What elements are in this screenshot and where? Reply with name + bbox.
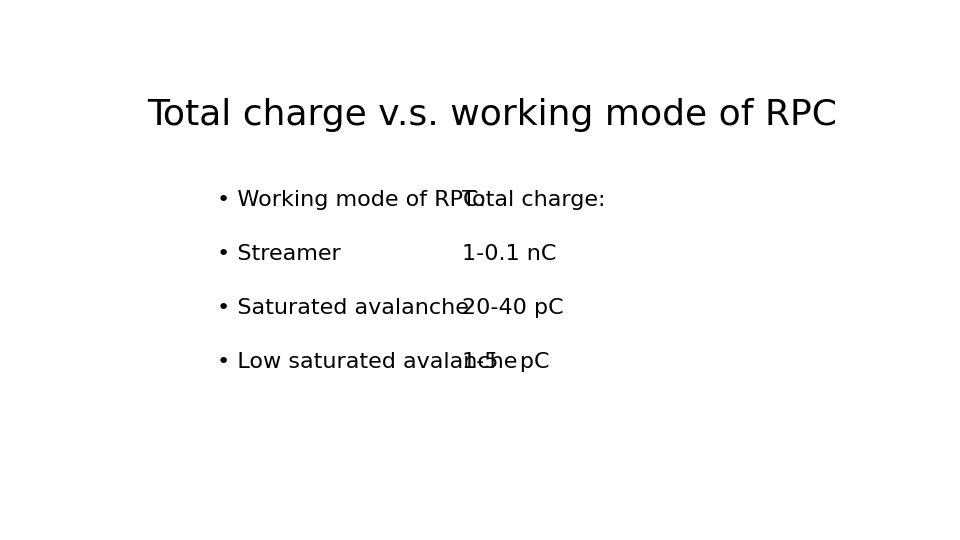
Text: Total charge v.s. working mode of RPC: Total charge v.s. working mode of RPC xyxy=(147,98,837,132)
Text: • Working mode of RPC:: • Working mode of RPC: xyxy=(217,190,486,210)
Text: 1-5   pC: 1-5 pC xyxy=(463,352,550,372)
Text: • Streamer: • Streamer xyxy=(217,244,341,264)
Text: 1-0.1 nC: 1-0.1 nC xyxy=(463,244,557,264)
Text: • Saturated avalanche: • Saturated avalanche xyxy=(217,298,468,318)
Text: 20-40 pC: 20-40 pC xyxy=(463,298,564,318)
Text: • Low saturated avalanche: • Low saturated avalanche xyxy=(217,352,517,372)
Text: Total charge:: Total charge: xyxy=(463,190,606,210)
